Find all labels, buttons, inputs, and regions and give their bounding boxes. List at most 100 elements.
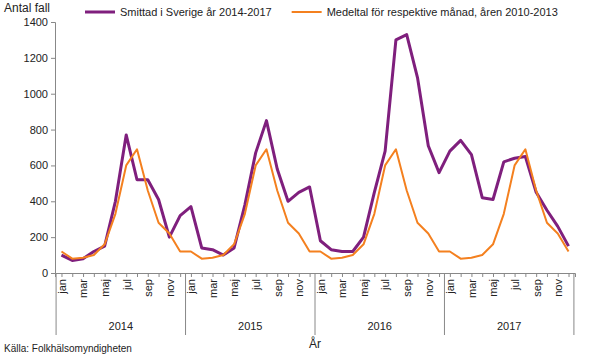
x-tick-mark	[72, 273, 73, 277]
x-tick-label: jan	[315, 279, 327, 295]
y-tick-mark	[51, 94, 55, 95]
y-tick-label: 1200	[24, 52, 48, 64]
year-label: 2016	[367, 320, 391, 332]
chart: 0200400600800100012001400janmarmajjulsep…	[0, 0, 590, 356]
x-tick-mark	[180, 273, 181, 277]
x-tick-mark	[105, 273, 106, 277]
x-tick	[461, 273, 462, 277]
x-tick-mark	[94, 273, 95, 277]
x-tick: maj	[358, 273, 370, 297]
x-tick: sep	[142, 273, 154, 297]
series-line	[61, 149, 568, 258]
x-tick-mark	[148, 273, 149, 277]
y-tick-mark	[51, 22, 55, 23]
year-separator	[315, 273, 316, 335]
x-tick-mark	[385, 273, 386, 277]
y-tick-mark	[51, 58, 55, 59]
x-tick	[439, 273, 440, 277]
x-tick-label: maj	[228, 279, 240, 297]
x-tick-mark	[191, 273, 192, 277]
year-label: 2017	[497, 320, 521, 332]
legend-swatch	[292, 11, 322, 13]
x-tick-mark	[61, 273, 62, 277]
x-tick-mark	[471, 273, 472, 277]
x-tick-label: jul	[379, 279, 391, 291]
x-tick-mark	[353, 273, 354, 277]
year-separator	[56, 273, 57, 335]
x-tick-mark	[256, 273, 257, 277]
x-tick-label: jan	[444, 279, 456, 295]
x-tick	[159, 273, 160, 277]
x-tick-mark	[558, 273, 559, 277]
x-tick-label: nov	[552, 279, 564, 297]
x-tick-mark	[439, 273, 440, 277]
y-tick-mark	[51, 130, 55, 131]
x-tick: mar	[466, 273, 478, 298]
x-tick-mark	[223, 273, 224, 277]
x-tick-label: nov	[164, 279, 176, 297]
x-tick-label: maj	[358, 279, 370, 297]
x-tick-mark	[277, 273, 278, 277]
y-tick-label: 200	[30, 231, 48, 243]
year-groups: 2014201520162017	[56, 273, 574, 335]
y-tick-label: 600	[30, 159, 48, 171]
x-tick-label: sep	[531, 279, 543, 297]
x-tick-mark	[83, 273, 84, 277]
x-tick-mark	[213, 273, 214, 277]
x-tick-mark	[396, 273, 397, 277]
x-tick-mark	[493, 273, 494, 277]
x-tick-mark	[515, 273, 516, 277]
x-tick	[137, 273, 138, 277]
x-tick: mar	[77, 273, 89, 298]
x-tick: jan	[56, 273, 68, 295]
x-tick	[223, 273, 224, 277]
x-tick-label: mar	[336, 279, 348, 298]
x-tick-mark	[569, 273, 570, 277]
y-tick-label: 1000	[24, 88, 48, 100]
x-tick-mark	[159, 273, 160, 277]
y-tick: 1000	[24, 88, 55, 100]
y-tick-label: 400	[30, 195, 48, 207]
x-tick	[525, 273, 526, 277]
y-tick: 200	[30, 231, 55, 243]
x-tick: sep	[531, 273, 543, 297]
x-tick-mark	[202, 273, 203, 277]
x-tick	[353, 273, 354, 277]
y-tick-mark	[51, 165, 55, 166]
year-label: 2015	[238, 320, 262, 332]
x-tick-label: sep	[142, 279, 154, 297]
x-tick-label: mar	[466, 279, 478, 298]
x-tick-mark	[364, 273, 365, 277]
y-tick: 1400	[24, 16, 55, 28]
source: Källa: Folkhälsomyndigheten	[4, 343, 132, 354]
x-tick: sep	[401, 273, 413, 297]
x-tick-label: sep	[401, 279, 413, 297]
x-tick	[310, 273, 311, 277]
x-tick-label: jul	[509, 279, 521, 291]
x-tick-mark	[428, 273, 429, 277]
x-tick-mark	[137, 273, 138, 277]
x-tick-mark	[234, 273, 235, 277]
x-tick-label: nov	[293, 279, 305, 297]
x-tick-mark	[342, 273, 343, 277]
year-separator	[444, 273, 445, 335]
x-tick-mark	[450, 273, 451, 277]
x-tick	[504, 273, 505, 277]
x-tick-label: mar	[77, 279, 89, 298]
x-tick	[331, 273, 332, 277]
x-tick: maj	[487, 273, 499, 297]
x-tick-mark	[115, 273, 116, 277]
x-tick	[569, 273, 570, 277]
y-tick: 800	[30, 124, 55, 136]
y-tick: 1200	[24, 52, 55, 64]
y-tick: 0	[42, 267, 55, 279]
year-separator	[185, 273, 186, 335]
x-tick-mark	[407, 273, 408, 277]
x-tick-label: maj	[487, 279, 499, 297]
x-tick: jul	[379, 273, 391, 291]
x-tick-mark	[374, 273, 375, 277]
x-tick: jul	[250, 273, 262, 291]
x-tick-mark	[482, 273, 483, 277]
x-tick-label: sep	[272, 279, 284, 297]
x-tick: jan	[444, 273, 456, 295]
